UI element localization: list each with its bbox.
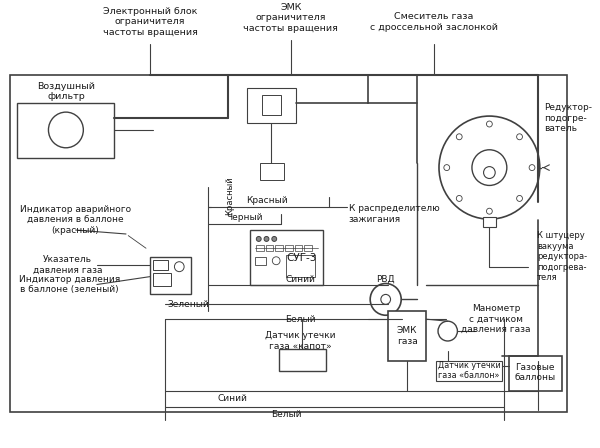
Text: Черный: Черный — [226, 213, 262, 222]
Circle shape — [457, 195, 462, 202]
Bar — [286, 255, 315, 276]
Bar — [262, 95, 281, 115]
Circle shape — [484, 167, 495, 178]
Circle shape — [438, 321, 457, 341]
Circle shape — [472, 150, 507, 185]
Text: Датчик утечки
газа «капот»: Датчик утечки газа «капот» — [265, 331, 335, 351]
Bar — [482, 217, 496, 227]
Bar — [266, 245, 273, 251]
Circle shape — [256, 237, 261, 241]
Circle shape — [444, 164, 449, 171]
Bar — [153, 260, 167, 270]
Bar — [10, 75, 567, 412]
Circle shape — [529, 164, 535, 171]
Bar — [509, 356, 562, 391]
Text: К распределителю
зажигания: К распределителю зажигания — [349, 204, 440, 224]
Circle shape — [487, 121, 492, 127]
Text: Синий: Синий — [286, 275, 316, 284]
Bar — [256, 245, 263, 251]
Text: ЭМК
газа: ЭМК газа — [397, 326, 418, 346]
Bar — [260, 163, 284, 181]
Text: Красный: Красный — [225, 176, 234, 215]
Text: СУГ-3: СУГ-3 — [286, 253, 316, 263]
Text: Белый: Белый — [285, 314, 316, 324]
Text: Синий: Синий — [218, 394, 248, 403]
Text: Указатель
давления газа: Указатель давления газа — [33, 255, 103, 275]
Text: Датчик утечки
газа «баллон»: Датчик утечки газа «баллон» — [437, 361, 500, 380]
Circle shape — [517, 134, 523, 140]
Bar — [150, 257, 191, 294]
Bar — [295, 245, 302, 251]
Bar — [285, 245, 293, 251]
Text: Индикатор аварийного
давления в баллоне
(красный): Индикатор аварийного давления в баллоне … — [20, 205, 131, 235]
Circle shape — [264, 237, 269, 241]
Circle shape — [175, 262, 184, 271]
Bar — [388, 311, 427, 361]
Text: Редуктор-
подогре-
ватель: Редуктор- подогре- ватель — [545, 103, 593, 133]
Circle shape — [517, 195, 523, 202]
Circle shape — [272, 257, 280, 265]
Bar — [17, 103, 115, 158]
Circle shape — [370, 284, 401, 315]
Circle shape — [381, 294, 391, 304]
Bar — [275, 245, 283, 251]
Text: Индикатор давления
в баллоне (зеленый): Индикатор давления в баллоне (зеленый) — [19, 275, 121, 294]
Text: Белый: Белый — [271, 410, 301, 419]
Circle shape — [49, 112, 83, 148]
Text: Смеситель газа
с дроссельной заслонкой: Смеситель газа с дроссельной заслонкой — [370, 12, 498, 32]
Text: Зеленый: Зеленый — [167, 300, 209, 309]
Text: Манометр
с датчиком
давления газа: Манометр с датчиком давления газа — [461, 304, 531, 334]
Bar — [153, 273, 170, 287]
Text: ЭМК
ограничителя
частоты вращения: ЭМК ограничителя частоты вращения — [243, 3, 338, 33]
Circle shape — [457, 134, 462, 140]
Bar — [250, 230, 323, 284]
Bar — [247, 88, 296, 123]
Bar — [436, 361, 502, 381]
Bar — [304, 245, 312, 251]
Text: Воздушный
фильтр: Воздушный фильтр — [37, 82, 95, 101]
Text: Красный: Красный — [245, 196, 287, 205]
Circle shape — [439, 116, 540, 219]
Circle shape — [272, 237, 277, 241]
Text: Электронный блок
ограничителя
частоты вращения: Электронный блок ограничителя частоты вр… — [103, 7, 197, 37]
Bar — [255, 257, 266, 265]
Circle shape — [487, 208, 492, 214]
Text: РВД: РВД — [376, 275, 395, 284]
Bar — [279, 349, 326, 370]
Text: Газовые
баллоны: Газовые баллоны — [514, 363, 556, 383]
Text: К штуцеру
вакуума
редуктора-
подогрева-
теля: К штуцеру вакуума редуктора- подогрева- … — [537, 232, 587, 282]
